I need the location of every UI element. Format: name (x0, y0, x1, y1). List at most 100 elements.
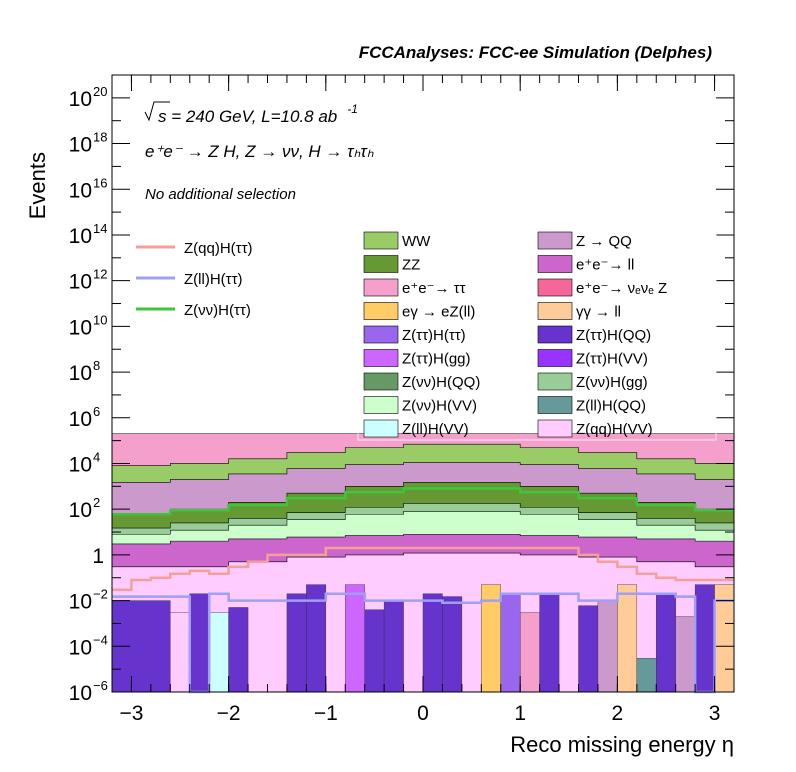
y-tick-exponent: 6 (93, 404, 100, 419)
histogram-bar-10 (422, 593, 443, 693)
y-tick-exponent: 2 (93, 495, 100, 510)
legend-label: Z(νν)H(VV) (402, 398, 477, 415)
legend-swatch (537, 349, 573, 367)
y-tick-exponent: −6 (93, 678, 108, 693)
x-tick-label: −3 (119, 702, 143, 725)
background-legend-box (357, 229, 717, 441)
plot-frame (111, 74, 735, 693)
legend-label: Z(qq)H(ττ) (184, 240, 253, 257)
legend-swatch (537, 255, 573, 273)
y-tick-label: 10 (69, 225, 92, 248)
y-tick-label: 10 (69, 362, 92, 385)
legend-label: Z(ττ)H(gg) (402, 351, 471, 368)
legend-swatch (363, 349, 399, 367)
legend-swatch (537, 372, 573, 391)
energy-annotation-superscript: -1 (347, 102, 358, 116)
legend-label: eγ → eZ(ll) (402, 304, 475, 321)
histogram-bar-11 (442, 596, 463, 693)
legend-label: Z(ll)H(QQ) (576, 398, 646, 415)
legend-label: Z(νν)H(ττ) (184, 302, 251, 319)
x-axis-label: Reco missing energy η (510, 732, 734, 757)
legend-label: WW (402, 233, 431, 250)
legend-label: Z(ll)H(VV) (402, 421, 469, 438)
histogram-bar-18 (617, 584, 638, 693)
histogram-bar-15 (539, 593, 560, 693)
legend-swatch (363, 372, 399, 391)
histogram-bar-2 (189, 593, 210, 693)
energy-annotation: s = 240 GeV, L=10.8 ab -1 (144, 101, 358, 126)
legend-label: Z(ττ)H(QQ) (576, 327, 651, 344)
y-tick-exponent: 18 (93, 130, 107, 145)
histogram-bar-21 (675, 616, 696, 693)
histogram-bar-20 (656, 593, 676, 693)
legend-swatch (537, 396, 573, 414)
legend-label: Z(ll)H(ττ) (184, 271, 243, 288)
y-tick-exponent: 14 (93, 221, 107, 236)
legend-label: e⁺e⁻→ ll (576, 257, 634, 274)
histogram-bar-4 (228, 607, 249, 693)
y-tick-exponent: 12 (93, 267, 107, 282)
legend-label: Z(ττ)H(ττ) (402, 327, 466, 344)
legend-swatch (537, 231, 573, 250)
legend-swatch (363, 419, 399, 438)
histogram-bar-7 (345, 584, 365, 693)
svg-text:s = 240 GeV, L=10.8 ab-1: s = 240 GeV, L=10.8 ab -1 (158, 102, 358, 126)
y-tick-exponent: 16 (93, 175, 107, 190)
legend-label: e⁺e⁻→ ττ (402, 280, 466, 297)
legend-label: Z(qq)H(VV) (576, 421, 653, 438)
histogram-bar-8 (364, 609, 385, 693)
legend-swatch (537, 278, 573, 297)
y-tick-label: 10 (69, 316, 92, 339)
y-tick-label: 1 (92, 545, 104, 568)
legend-label: Z → QQ (576, 233, 632, 250)
x-tick-label: 0 (417, 702, 429, 725)
y-tick-label: 10 (69, 499, 92, 522)
process-annotation: e⁺e⁻ → Z H, Z → νν, H → τₕτₕ (145, 142, 374, 161)
legend-swatch (363, 278, 399, 297)
histogram-bar-17 (597, 600, 618, 693)
y-tick-exponent: 4 (93, 449, 100, 464)
y-tick-label: 10 (69, 179, 92, 202)
legend-swatch (363, 231, 399, 250)
y-tick-label: 10 (69, 453, 92, 476)
legend-swatch (363, 396, 399, 414)
histogram-bar-5 (286, 593, 307, 693)
legend-swatch (363, 302, 399, 320)
energy-annotation-text: s = 240 GeV, L=10.8 ab (158, 107, 337, 126)
y-tick-exponent: −2 (93, 587, 108, 602)
y-tick-label: 10 (69, 636, 92, 659)
x-tick-label: 2 (612, 702, 624, 725)
y-tick-exponent: −4 (93, 632, 108, 647)
y-tick-label: 10 (69, 134, 92, 157)
y-tick-exponent: 10 (93, 312, 107, 327)
signal-line-z-qq-h (112, 546, 734, 591)
histogram-bar-13 (500, 593, 521, 693)
y-tick-label: 10 (69, 408, 92, 431)
histogram-bar-1 (170, 612, 190, 693)
histogram-bar-19 (636, 658, 657, 693)
y-axis-label: Events (25, 152, 50, 219)
legend-label: e⁺e⁻→ νₑνₑ Z (576, 280, 667, 297)
signal-line-z-h (112, 487, 734, 516)
legend-swatch (537, 325, 573, 344)
y-tick-label: 10 (69, 88, 92, 111)
chart-title: FCCAnalyses: FCC-ee Simulation (Delphes) (359, 43, 713, 62)
histogram-bar-22 (694, 584, 715, 693)
y-tick-label: 10 (69, 682, 92, 705)
legend-label: Z(ττ)H(VV) (576, 351, 648, 368)
y-tick-exponent: 8 (93, 358, 100, 373)
signal-line-z-ll-h (112, 592, 734, 694)
histogram-bar-14 (519, 612, 540, 693)
legend-label: Z(νν)H(gg) (576, 374, 648, 391)
legend-label: γγ → ll (576, 304, 621, 321)
x-tick-label: 1 (514, 702, 526, 725)
legend-label: ZZ (402, 257, 420, 274)
selection-annotation: No additional selection (145, 186, 296, 203)
y-tick-exponent: 20 (93, 84, 107, 99)
y-tick-label: 10 (69, 271, 92, 294)
x-tick-label: −2 (217, 702, 241, 725)
legend-swatch (363, 255, 399, 273)
histogram-bar-9 (383, 600, 404, 693)
